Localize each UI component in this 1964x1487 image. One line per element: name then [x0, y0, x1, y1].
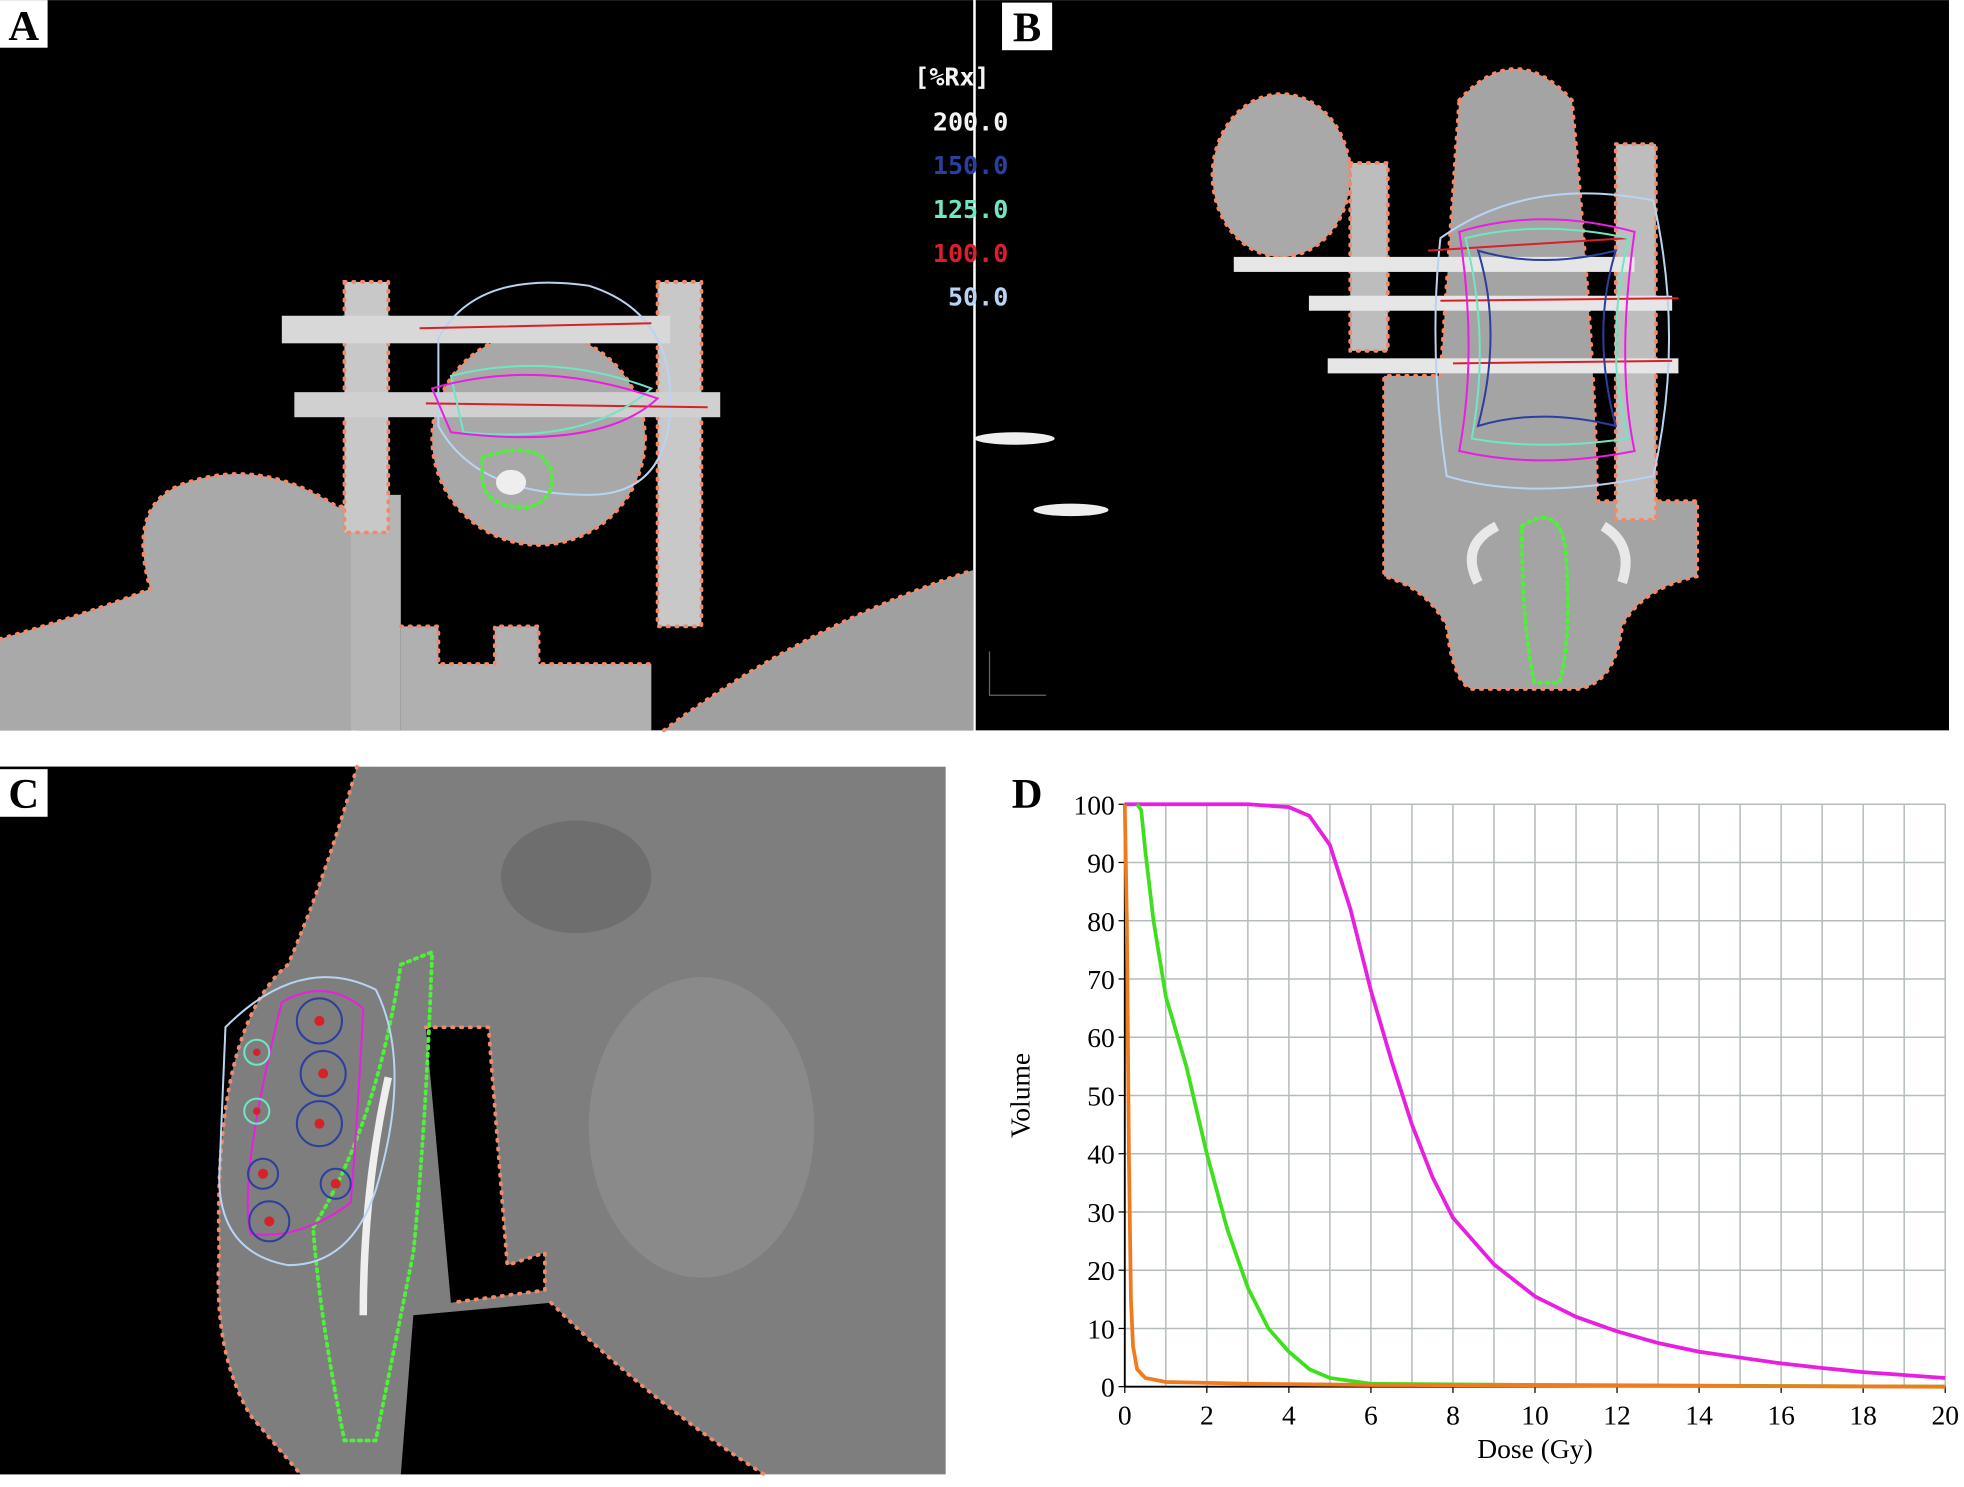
x-tick-label: 16: [1767, 1399, 1795, 1430]
x-tick-label: 20: [1931, 1399, 1959, 1430]
y-tick-label: 40: [1087, 1139, 1115, 1170]
panel-label: C: [8, 771, 39, 818]
panel-label: D: [1012, 771, 1043, 818]
label-box: [0, 769, 48, 817]
x-tick-label: 18: [1849, 1399, 1877, 1430]
dvh-chart: 0 10 20 30 40 50 60 70 80 90 100 0 2 4 6 8 10 12 14 16 18 20 D…: [1005, 789, 1959, 1464]
legend-level: 50.0: [948, 283, 1008, 312]
x-tick-label: 4: [1282, 1399, 1296, 1430]
x-tick-label: 10: [1521, 1399, 1549, 1430]
label-box: [1002, 2, 1053, 51]
x-tick-label: 12: [1603, 1399, 1631, 1430]
x-tick-label: 14: [1685, 1399, 1713, 1430]
y-tick-label: 60: [1087, 1022, 1115, 1053]
legend-level: 125.0: [933, 195, 1008, 224]
y-tick-label: 10: [1087, 1313, 1115, 1344]
panel-label: A: [8, 3, 39, 50]
dvh-line: [1135, 803, 1946, 1389]
legend-level: 200.0: [933, 107, 1008, 136]
y-axis-label: Volume: [1005, 1053, 1036, 1138]
x-tick-label: 8: [1446, 1399, 1460, 1430]
label-box: [0, 0, 48, 48]
x-tick-label: 6: [1364, 1399, 1378, 1430]
panel-label: B: [1013, 4, 1041, 51]
x-tick-label: 2: [1200, 1399, 1214, 1430]
y-tick-label: 20: [1087, 1255, 1115, 1286]
panel-a-image: [0, 0, 976, 733]
dvh-line: [1122, 804, 1946, 1389]
panel-c-image: [0, 764, 946, 1477]
y-tick-label: 50: [1087, 1080, 1115, 1111]
y-tick-label: 70: [1087, 964, 1115, 995]
x-axis-label: Dose (Gy): [1477, 1433, 1593, 1464]
y-tick-label: 30: [1087, 1197, 1115, 1228]
legend-level: 150.0: [933, 151, 1008, 180]
y-tick-label: 80: [1087, 906, 1115, 937]
isodose-legend: 200.0 150.0 125.0 100.0 50.0: [933, 107, 1008, 311]
dvh-line: [1124, 802, 1946, 1380]
legend-level: 100.0: [933, 239, 1008, 268]
x-tick-label: 0: [1118, 1399, 1132, 1430]
legend-title: [%Rx]: [914, 62, 989, 91]
panel-b-image: [974, 0, 1949, 731]
y-tick-label: 100: [1073, 789, 1114, 820]
y-tick-label: 90: [1087, 848, 1115, 879]
y-tick-label: 0: [1101, 1372, 1115, 1403]
